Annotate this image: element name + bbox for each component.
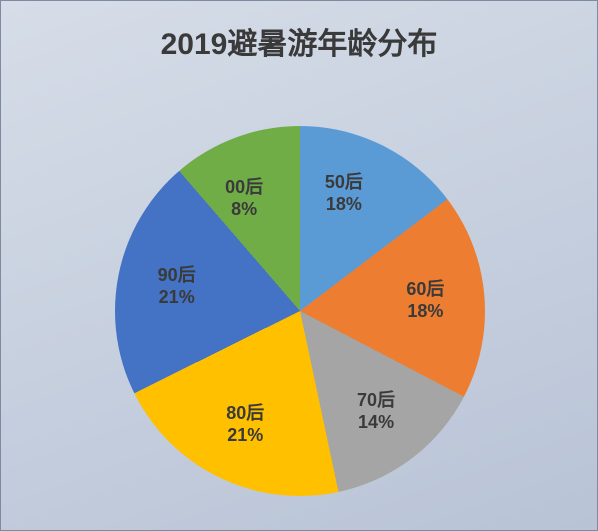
- slice-label-name: 00后: [225, 176, 263, 199]
- slice-label-pct: 14%: [357, 411, 395, 434]
- slice-label: 80后21%: [226, 402, 264, 447]
- pie-chart-container: 2019避暑游年龄分布 50后18%60后18%70后14%80后21%90后2…: [0, 0, 598, 531]
- slice-label-pct: 18%: [325, 193, 363, 216]
- slice-label-pct: 21%: [226, 424, 264, 447]
- slice-label: 60后18%: [406, 278, 444, 323]
- slice-label: 50后18%: [325, 171, 363, 216]
- slice-label: 00后8%: [225, 176, 263, 221]
- slice-label-pct: 8%: [225, 198, 263, 221]
- chart-title: 2019避暑游年龄分布: [1, 19, 597, 63]
- slice-label: 70后14%: [357, 389, 395, 434]
- slice-label-name: 80后: [226, 402, 264, 425]
- slice-label-name: 60后: [406, 278, 444, 301]
- slice-label-name: 90后: [158, 264, 196, 287]
- slice-label-pct: 21%: [158, 286, 196, 309]
- slice-label-name: 50后: [325, 171, 363, 194]
- slice-label-pct: 18%: [406, 300, 444, 323]
- slice-label: 90后21%: [158, 264, 196, 309]
- slice-label-name: 70后: [357, 389, 395, 412]
